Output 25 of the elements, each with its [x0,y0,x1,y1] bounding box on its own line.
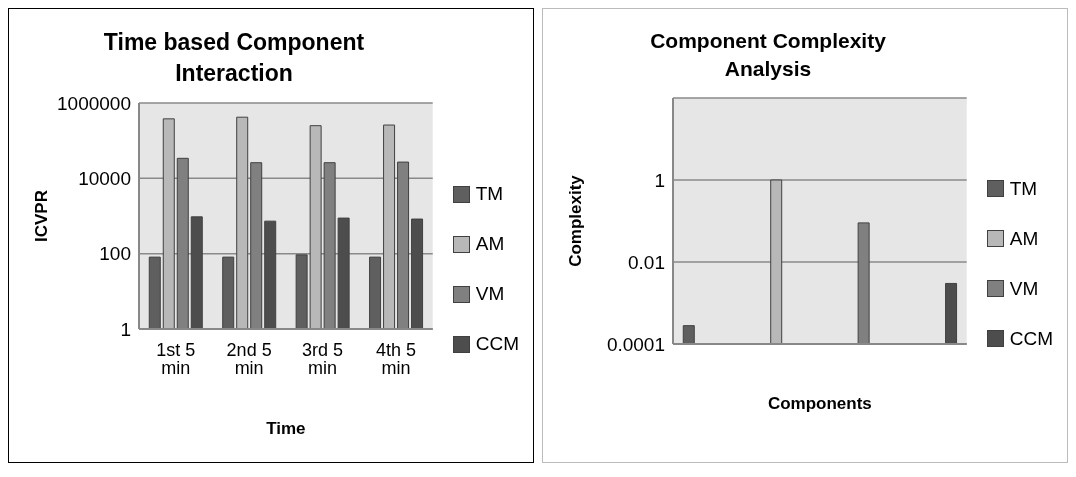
x-axis-title: Components [767,393,872,413]
x-tick-label: 1st 5 min [156,339,196,378]
legend-label: AM [1009,227,1039,250]
legend-label: VM [1009,277,1039,300]
legend-label: TM [1009,177,1038,200]
legend-label: AM [475,233,505,256]
y-axis-title: Complexity [566,174,586,267]
x-tick-label: 4th 5 min [375,339,417,378]
x-tick-label: 2nd 5 min [226,339,272,378]
legend-label: CCM [475,333,519,356]
x-tick-label: 3rd 5 min [302,339,344,378]
legend-label: VM [475,283,505,306]
x-axis-title: Time [266,419,306,439]
y-tick-label: 100 [99,243,131,265]
y-tick-label: 1000000 [57,92,131,114]
legend-label: CCM [1009,327,1053,350]
y-tick-label: 0.01 [628,251,665,273]
y-tick-label: 10000 [78,168,131,190]
y-axis-title: ICVPR [32,190,52,243]
legend-label: TM [475,183,504,206]
y-tick-label: 1 [120,318,131,340]
chart-title: Time based Component Interaction [102,28,366,89]
y-tick-label: 1 [654,169,665,191]
chart-title: Component Complexity Analysis [649,28,887,83]
y-tick-label: 0.0001 [606,333,665,355]
